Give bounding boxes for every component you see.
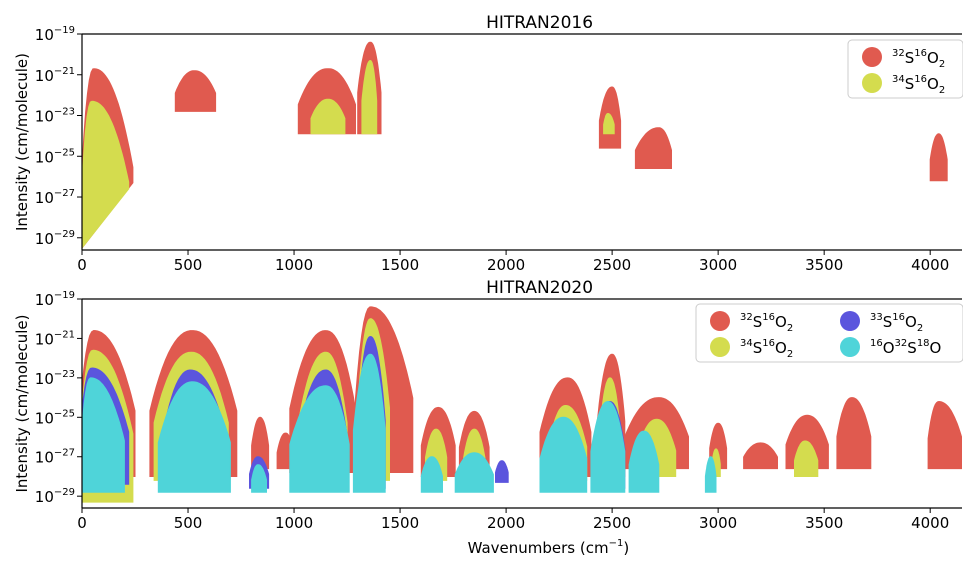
x-tick-label-500: 500 [174,256,203,274]
x-tick-label-1500: 1500 [381,256,419,274]
legend-marker-16O32S18O [840,337,860,357]
band-16O32S18O-6 [454,452,494,493]
chart-title: HITRAN2016 [486,13,593,33]
y-tick-label--25: 10−25 [35,147,75,166]
legend-marker-34S16O2 [862,73,882,93]
x-tick-label-1000: 1000 [275,256,313,274]
x-tick-label-2500: 2500 [593,514,631,532]
legend-item-34S16O2: 34S16O2 [710,337,793,360]
y-tick-label--21: 10−21 [35,66,75,85]
x-tick-label-2000: 2000 [487,256,525,274]
x-axis-label: Wavenumbers (cm−1) [468,538,630,557]
y-tick-label--23: 10−23 [35,107,75,126]
band-34S16O2-1 [310,98,346,135]
legend: 32S16O2 34S16O2 [847,39,963,99]
x-tick-label-3500: 3500 [805,514,843,532]
x-tick-label-1000: 1000 [275,514,313,532]
band-16O32S18O-9 [628,430,660,493]
legend-label-32S16O2: 32S16O2 [892,48,945,70]
legend-marker-32S16O2 [710,311,730,331]
series-32S16O2 [82,41,948,249]
legend-item-34S16O2: 34S16O2 [862,73,945,96]
band-32S16O2-6 [929,133,948,182]
band-16O32S18O-5 [420,456,443,493]
series-34S16O2 [82,59,615,249]
band-16O32S18O-4 [352,353,386,493]
plot-area [82,306,962,503]
band-34S16O2-3 [603,113,615,135]
y-tick-label--19: 10−19 [35,25,75,44]
legend-marker-34S16O2 [710,337,730,357]
band-16O32S18O-8 [590,400,626,493]
band-16O32S18O-0 [82,377,125,493]
band-32S16O2-12 [743,442,778,470]
y-tick-label--25: 10−25 [35,408,75,427]
legend-item-16O32S18O: 16O32S18O [840,337,941,357]
band-34S16O2-0 [82,100,130,249]
band-16O32S18O-10 [704,456,717,493]
y-tick-label--29: 10−29 [35,229,75,248]
chart-title: HITRAN2020 [486,278,593,298]
legend-label-32S16O2: 32S16O2 [740,312,793,334]
y-axis-label: Intensity (cm/molecule) [13,53,31,231]
band-16O32S18O-3 [289,385,350,493]
legend-marker-32S16O2 [862,47,882,67]
y-tick-label--19: 10−19 [35,290,75,309]
x-tick-label-3000: 3000 [699,514,737,532]
panel-1: 0 500 1000 1500 2000 2500 3000 3500 4000 10−19 10−… [13,13,963,274]
x-tick-label-0: 0 [77,256,87,274]
legend-box [695,303,963,363]
band-32S16O2-5 [634,127,672,169]
y-tick-label--29: 10−29 [35,487,75,506]
legend-label-16O32S18O: 16O32S18O [870,338,941,357]
legend-item-33S16O2: 33S16O2 [840,311,923,334]
legend-label-33S16O2: 33S16O2 [870,312,923,334]
band-32S16O2-15 [927,400,962,470]
band-32S16O2-1 [174,70,217,112]
x-tick-label-500: 500 [174,514,203,532]
band-16O32S18O-7 [539,416,588,493]
x-tick-label-2000: 2000 [487,514,525,532]
series-16O32S18O [82,353,717,493]
legend-label-34S16O2: 34S16O2 [740,338,793,360]
y-axis-label: Intensity (cm/molecule) [13,314,31,492]
y-tick-label--27: 10−27 [35,188,75,207]
band-34S16O2-2 [361,59,378,135]
band-34S16O2-10 [794,440,819,477]
band-32S16O2-2 [251,416,270,470]
x-tick-label-1500: 1500 [381,514,419,532]
y-tick-label--23: 10−23 [35,369,75,388]
band-32S16O2-14 [836,397,872,470]
band-16O32S18O-1 [157,381,231,493]
band-33S16O2-5 [495,460,509,483]
y-tick-label--27: 10−27 [35,448,75,467]
panel-2: 0 500 1000 1500 2000 2500 3000 3500 4000 10−19 10−… [13,278,963,557]
x-tick-label-4000: 4000 [911,256,949,274]
band-16O32S18O-2 [251,464,267,493]
plot-area [82,41,948,249]
x-tick-label-3500: 3500 [805,256,843,274]
legend-marker-33S16O2 [840,311,860,331]
x-tick-label-4000: 4000 [911,514,949,532]
x-tick-label-2500: 2500 [593,256,631,274]
x-tick-label-3000: 3000 [699,256,737,274]
x-tick-label-0: 0 [77,514,87,532]
legend: 32S16O2 34S16O2 33S16O2 16O32S18O [695,303,963,363]
legend-item-32S16O2: 32S16O2 [710,311,793,334]
y-tick-label--21: 10−21 [35,329,75,348]
legend-item-32S16O2: 32S16O2 [862,47,945,70]
legend-label-34S16O2: 34S16O2 [892,74,945,96]
